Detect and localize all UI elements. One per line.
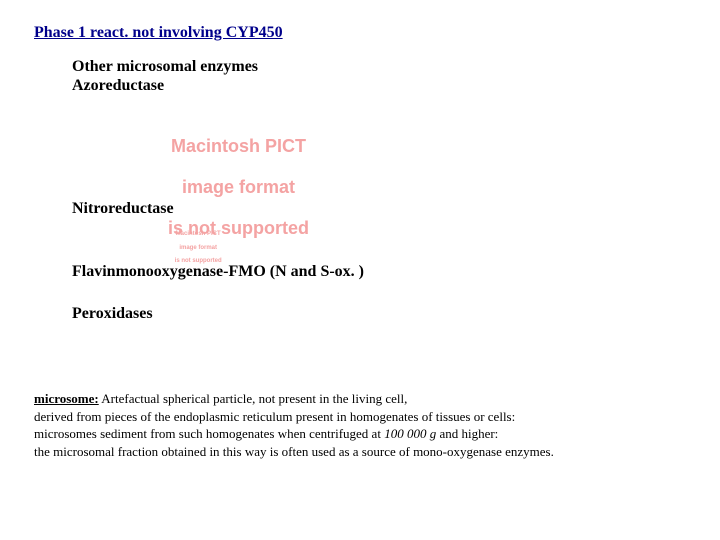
footnote-line3b: and higher:	[436, 426, 498, 441]
pict2-line2: image format	[179, 245, 217, 251]
slide-canvas: Phase 1 react. not involving CYP450 Othe…	[0, 0, 720, 540]
footnote-line3-ital: 100 000 g	[384, 426, 436, 441]
heading-peroxidases: Peroxidases	[72, 305, 153, 323]
heading-azoreductase: Azoreductase	[72, 77, 164, 95]
footnote-line1-rest: Artefactual spherical particle, not pres…	[99, 391, 408, 406]
heading-nitroreductase: Nitroreductase	[72, 200, 174, 218]
pict2-line1: Macintosh PICT	[176, 231, 221, 237]
heading-fmo: Flavinmonooxygenase-FMO (N and S-ox. )	[72, 263, 364, 281]
footnote-line2: derived from pieces of the endoplasmic r…	[34, 409, 515, 424]
pict1-line2: image format	[182, 177, 295, 197]
footnote-microsome: microsome: Artefactual spherical particl…	[34, 390, 554, 460]
pict1-line1: Macintosh PICT	[171, 136, 306, 156]
slide-title: Phase 1 react. not involving CYP450	[34, 24, 283, 42]
heading-other-microsomal: Other microsomal enzymes	[72, 58, 258, 76]
footnote-line3a: microsomes sediment from such homogenate…	[34, 426, 384, 441]
footnote-label: microsome:	[34, 391, 99, 406]
footnote-line4: the microsomal fraction obtained in this…	[34, 444, 554, 459]
